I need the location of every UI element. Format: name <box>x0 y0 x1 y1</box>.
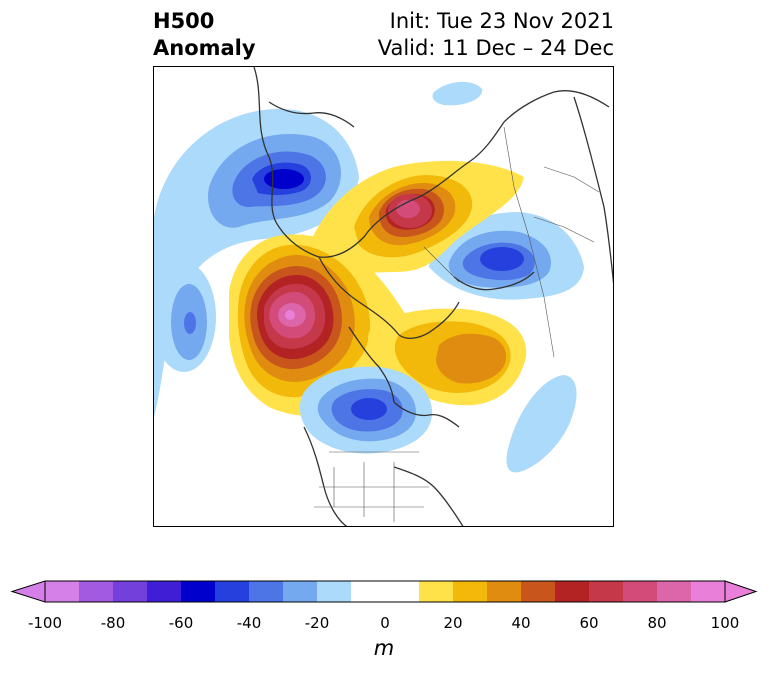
colorbar-cell <box>521 581 556 602</box>
positive-anomaly-scandinavia <box>304 160 524 292</box>
colorbar-cell <box>453 581 488 602</box>
colorbar-cell <box>351 581 386 602</box>
title-anomaly: Anomaly <box>153 36 256 60</box>
valid-range: Valid: 11 Dec – 24 Dec <box>377 36 614 60</box>
init-date: Init: Tue 23 Nov 2021 <box>389 9 614 33</box>
map-title: H500 Anomaly <box>153 8 256 62</box>
colorbar-tick-label: -20 <box>304 614 330 632</box>
colorbar-tick-label: 40 <box>511 614 531 632</box>
colorbar-cell <box>181 581 216 602</box>
colorbar-cell <box>45 581 80 602</box>
colorbar-outline <box>44 580 726 603</box>
colorbar-cell <box>113 581 148 602</box>
colorbar-cell <box>691 581 726 602</box>
colorbar-tick-label: 100 <box>710 614 740 632</box>
anomaly-map <box>153 66 614 527</box>
colorbar-tick-label: 60 <box>579 614 599 632</box>
colorbar-unit: m <box>373 636 395 660</box>
colorbar-tick-label: -40 <box>236 614 262 632</box>
colorbar-cells <box>10 580 758 603</box>
colorbar-cell <box>487 581 522 602</box>
colorbar-cell <box>147 581 182 602</box>
colorbar-cell <box>283 581 318 602</box>
negative-anomaly-north-atlantic <box>506 375 577 473</box>
colorbar <box>10 580 758 603</box>
negative-anomaly-western-russia <box>429 212 584 300</box>
colorbar-cell <box>419 581 454 602</box>
negative-anomaly-north-pacific <box>154 108 359 417</box>
colorbar-cell <box>215 581 250 602</box>
colorbar-cell <box>385 581 420 602</box>
colorbar-cell <box>79 581 114 602</box>
map-dates: Init: Tue 23 Nov 2021 Valid: 11 Dec – 24… <box>378 8 614 62</box>
negative-anomaly-central-pacific <box>154 262 216 372</box>
colorbar-tick-label: 80 <box>647 614 667 632</box>
colorbar-cell <box>249 581 284 602</box>
colorbar-tick-label: -60 <box>168 614 194 632</box>
map-canvas <box>154 67 613 526</box>
colorbar-extend-max <box>724 580 758 603</box>
colorbar-tick-label: -100 <box>27 614 63 632</box>
political-borders <box>314 126 600 522</box>
colorbar-cell <box>589 581 624 602</box>
colorbar-cell <box>657 581 692 602</box>
colorbar-extend-min <box>10 580 46 603</box>
colorbar-cell <box>317 581 352 602</box>
colorbar-cell <box>623 581 658 602</box>
colorbar-tick-label: 20 <box>443 614 463 632</box>
colorbar-tick-label: 0 <box>380 614 390 632</box>
negative-anomaly-central-canada <box>299 366 433 454</box>
negative-anomaly-arctic-small <box>432 81 483 106</box>
title-variable: H500 <box>153 9 215 33</box>
colorbar-cell <box>555 581 590 602</box>
colorbar-tick-label: -80 <box>100 614 126 632</box>
